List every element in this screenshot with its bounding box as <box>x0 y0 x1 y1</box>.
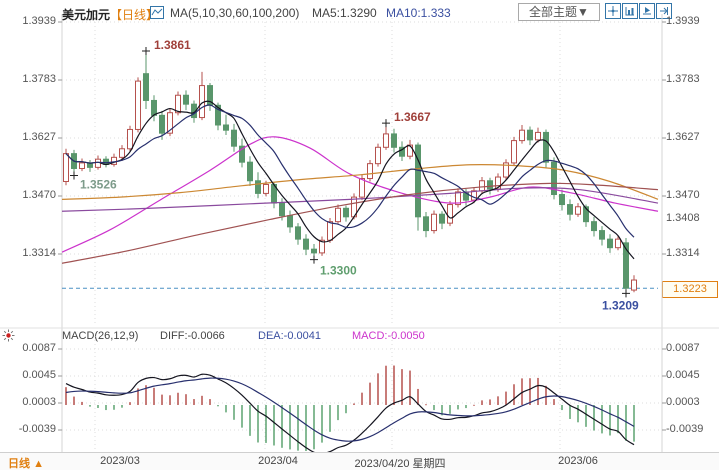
y-tick-right-4: 1.3314 <box>666 247 700 259</box>
period-tag: 【日线】 <box>110 8 159 22</box>
ma10-value: MA10:1.333 <box>386 6 451 20</box>
crosshair-icon[interactable] <box>605 3 621 19</box>
x-tick-3: 2023/06 <box>558 455 598 467</box>
price-level-marker: 1.3408 <box>666 212 700 224</box>
price-marker-cross <box>382 119 390 128</box>
y-tick-left-4: 1.3314 <box>22 247 56 259</box>
macd-tick-left-1: 0.0045 <box>22 369 56 381</box>
step-forward-icon[interactable] <box>656 3 672 19</box>
macd-panel <box>65 365 635 452</box>
ma5-value: MA5:1.3290 <box>312 6 377 20</box>
y-tick-left-1: 1.3783 <box>22 73 56 85</box>
macd-value: MACD:-0.0050 <box>352 330 425 342</box>
x-tick-highlight-date: 2023/04/20 星期四 <box>354 458 446 470</box>
symbol-title: 美元加元 <box>62 8 111 22</box>
price-marker-cross <box>622 289 630 298</box>
ma-line-MA5 <box>65 100 635 260</box>
price-annotation: 1.3526 <box>80 178 117 192</box>
y-tick-left-3: 1.3470 <box>22 189 56 201</box>
ma-settings-label: MA(5,10,30,60,100,200) <box>170 6 300 20</box>
macd-tick-left-3: -0.0039 <box>18 423 56 435</box>
macd-diff-value: DIFF:-0.0066 <box>160 330 225 342</box>
last-price-badge: 1.3223 <box>662 281 718 298</box>
price-marker-cross <box>70 171 78 180</box>
macd-tick-right-3: -0.0039 <box>666 423 704 435</box>
period-selector-label: 日线 <box>8 458 30 470</box>
macd-dea-value: DEA:-0.0041 <box>258 330 321 342</box>
main-price-panel <box>62 51 659 294</box>
price-annotation: 1.3300 <box>320 264 357 278</box>
price-annotation: 1.3667 <box>394 110 431 124</box>
ma-line-MA10 <box>65 104 635 238</box>
triangle-up-icon: ▲ <box>33 458 44 470</box>
macd-tick-right-1: 0.0045 <box>666 369 700 381</box>
ma-line-MA200 <box>62 182 659 264</box>
macd-tick-right-0: 0.0087 <box>666 342 700 354</box>
ma-line-MA100 <box>62 187 659 212</box>
x-tick-1: 2023/04 <box>258 455 298 467</box>
macd-tick-left-2: 0.0003 <box>22 396 56 408</box>
price-annotation: 1.3209 <box>602 298 639 312</box>
price-marker-cross <box>310 255 318 264</box>
x-axis-bar <box>0 452 719 470</box>
period-selector[interactable]: 日线 ▲ <box>8 455 44 470</box>
play-forward-icon[interactable] <box>639 3 655 19</box>
y-tick-right-3: 1.3470 <box>666 189 700 201</box>
x-tick-0: 2023/03 <box>100 455 140 467</box>
y-tick-left-2: 1.3627 <box>22 131 56 143</box>
price-annotation: 1.3861 <box>154 38 191 52</box>
y-tick-left-0: 1.3939 <box>22 15 56 27</box>
add-panel-icon[interactable] <box>622 3 638 19</box>
macd-tick-right-2: 0.0003 <box>666 396 700 408</box>
y-tick-right-1: 1.3783 <box>666 73 700 85</box>
y-tick-right-2: 1.3627 <box>666 131 700 143</box>
price-marker-cross <box>142 47 150 56</box>
ma-line-MA30 <box>62 136 659 253</box>
indicator-settings-icon[interactable] <box>2 329 15 342</box>
macd-diff-line <box>65 373 635 452</box>
macd-tick-left-0: 0.0087 <box>22 342 56 354</box>
candlestick-chart-icon[interactable] <box>150 6 164 19</box>
y-tick-right-0: 1.3939 <box>666 15 700 27</box>
ma-line-MA60 <box>62 164 659 200</box>
macd-settings-label: MACD(26,12,9) <box>62 330 139 342</box>
candles-layer <box>63 51 637 294</box>
macd-dea-line <box>65 377 635 442</box>
theme-selector-dropdown[interactable]: 全部主题▼ <box>518 3 600 21</box>
